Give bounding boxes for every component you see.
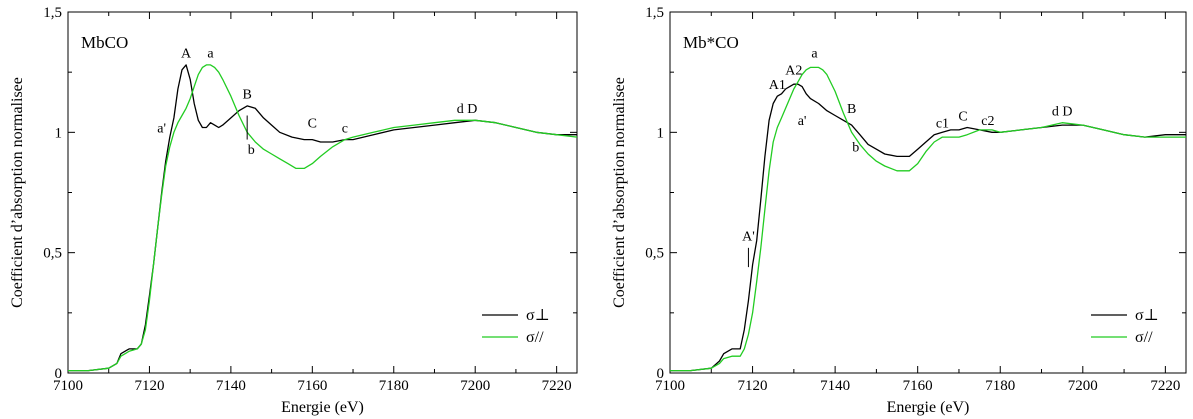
x-axis-label: Energie (eV) [887, 399, 970, 416]
chart-panel-2: 7100 7120 7140 7160 7180 7200 7220 0 0,5 1 1,5 Ener… [611, 5, 1187, 416]
annotation-label: d D [1052, 104, 1073, 119]
annotation-label: B [242, 88, 251, 103]
annotation-label: b [852, 141, 859, 156]
x-tick-label: 7200 [1068, 378, 1098, 394]
x-axis-label: Energie (eV) [281, 399, 364, 416]
annotation-label: c1 [936, 117, 949, 132]
y-tick-label: 0 [55, 366, 63, 382]
annotation-label: b [248, 143, 255, 158]
x-tick-label: 7180 [985, 378, 1015, 394]
annotation-label: A' [742, 230, 755, 245]
annotation-label: a [811, 47, 818, 62]
y-tick-label: 1,5 [645, 5, 664, 21]
legend-label: σ⊥ [1135, 307, 1159, 324]
legend-label: σ// [526, 329, 544, 346]
x-tick-label: 7160 [903, 378, 933, 394]
x-tick-label: 7140 [820, 378, 850, 394]
y-axis-label: Coefficient d’absorption normalisee [9, 77, 26, 308]
annotation-label: A2 [785, 64, 802, 79]
legend: σ⊥ σ// [1091, 307, 1159, 346]
x-tick-label: 7100 [655, 378, 685, 394]
x-tick-label: 7120 [738, 378, 768, 394]
y-axis-label: Coefficient d’absorption normalisee [611, 77, 628, 308]
legend: σ⊥ σ// [482, 307, 550, 346]
y-tick-label: 1 [55, 125, 63, 141]
series-line-sigma-perp [68, 64, 577, 372]
annotation-label: a' [157, 121, 166, 136]
x-tick-label: 7100 [53, 378, 83, 394]
x-tick-label: 7220 [1150, 378, 1180, 394]
x-tick-label: 7180 [379, 378, 409, 394]
series-line-sigma-par [670, 66, 1186, 372]
x-tick-label: 7160 [297, 378, 327, 394]
plot-frame [669, 11, 1187, 374]
x-tick-label: 7220 [542, 378, 572, 394]
annotation-label: c [342, 121, 348, 136]
series-line-sigma-perp [670, 83, 1186, 372]
annotation-label: C [308, 117, 317, 132]
y-tick-label: 0,5 [645, 246, 664, 262]
annotation-label: a' [798, 114, 807, 129]
annotation-label: B [847, 102, 856, 117]
y-tick-label: 1 [657, 125, 665, 141]
legend-label: σ// [1135, 329, 1153, 346]
y-tick-label: 0,5 [43, 246, 62, 262]
y-tick-label: 1,5 [43, 5, 62, 21]
series-line-sigma-par [68, 64, 578, 372]
annotation-label: c2 [981, 114, 994, 129]
plot-frame [67, 11, 578, 374]
x-tick-label: 7200 [460, 378, 490, 394]
annotation-label: d D [457, 102, 478, 117]
annotation-label: A1 [769, 78, 786, 93]
chart-panel-1: 7100 7120 7140 7160 7180 7200 7220 0 0,5 1 1,5 Ener… [9, 5, 578, 416]
x-tick-label: 7120 [134, 378, 164, 394]
annotation-label: A [181, 47, 192, 62]
legend-label: σ⊥ [526, 307, 550, 324]
panel-title: Mb*CO [683, 33, 739, 52]
y-tick-label: 0 [657, 366, 665, 382]
panel-title: MbCO [81, 33, 128, 52]
x-tick-label: 7140 [216, 378, 246, 394]
annotation-label: a [207, 47, 214, 62]
annotation-label: C [958, 109, 967, 124]
